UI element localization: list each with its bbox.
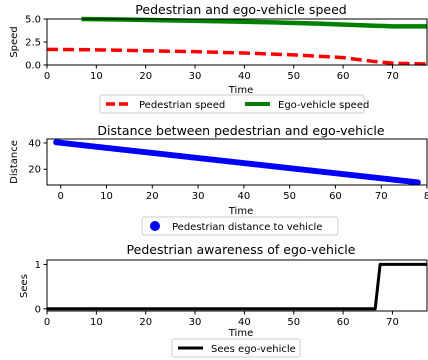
- x-tick-label: 0: [44, 71, 50, 82]
- x-tick-label: 50: [287, 317, 300, 328]
- x-tick-label: 10: [90, 71, 103, 82]
- speed-legend-box: [99, 94, 365, 114]
- y-tick-label: 40: [28, 138, 41, 149]
- x-tick-label: 70: [375, 191, 388, 202]
- ego-vehicle-speed-line: [81, 16, 427, 29]
- x-tick-label: 0: [44, 317, 50, 328]
- sees-ego-vehicle-line: [47, 262, 427, 311]
- y-tick-label: 0.0: [25, 61, 41, 72]
- x-tick-label: 10: [100, 191, 113, 202]
- distance-x-axis-label: Time: [228, 206, 253, 217]
- awareness-y-axis-label: Sees: [19, 274, 30, 298]
- speed-legend: Pedestrian speed Ego-vehicle speed: [99, 94, 369, 114]
- x-tick-label: 40: [238, 71, 251, 82]
- x-tick-label: 20: [146, 191, 159, 202]
- x-tick-label: 40: [238, 191, 251, 202]
- legend-sees-label: Sees ego-vehicle: [211, 344, 296, 355]
- speed-plot-area: 0 10 20 30 40 50 60 70 0.0 2.5 5.0: [25, 15, 428, 82]
- distance-chart-title: Distance between pedestrian and ego-vehi…: [97, 123, 384, 138]
- x-tick-label: 20: [139, 71, 152, 82]
- distance-legend-box: [141, 216, 339, 236]
- awareness-y-ticks: 01: [35, 260, 47, 315]
- legend-pedestrian-speed-label: Pedestrian speed: [139, 100, 225, 111]
- distance-legend: Pedestrian distance to vehicle: [141, 216, 339, 236]
- pedestrian-speed-line: [46, 47, 428, 66]
- speed-y-ticks: 0.0 2.5 5.0: [25, 15, 47, 72]
- x-tick-label: 20: [139, 317, 152, 328]
- x-tick-label: 60: [337, 71, 350, 82]
- x-tick-label: 10: [90, 317, 103, 328]
- awareness-legend-box: [171, 338, 301, 358]
- awareness-plot-area: 0 10 20 30 40 50 60 70 01: [35, 259, 428, 328]
- speed-chart: Pedestrian and ego-vehicle speed 0 10 20 30…: [9, 2, 428, 114]
- x-tick-label: 0: [58, 191, 64, 202]
- awareness-x-axis-label: Time: [228, 328, 253, 339]
- y-tick-label: 0: [35, 304, 41, 315]
- awareness-chart-title: Pedestrian awareness of ego-vehicle: [127, 242, 356, 257]
- x-tick-label: 40: [238, 317, 251, 328]
- x-tick-label: 70: [386, 71, 399, 82]
- x-tick-label: 8: [424, 191, 428, 202]
- distance-point: [414, 179, 421, 186]
- awareness-legend: Sees ego-vehicle: [171, 338, 301, 358]
- awareness-axes-frame: [46, 259, 428, 312]
- awareness-x-ticks: 0 10 20 30 40 50 60 70: [44, 311, 399, 328]
- x-tick-label: 50: [283, 191, 296, 202]
- speed-x-axis-label: Time: [228, 85, 253, 96]
- legend-ego-vehicle-speed-label: Ego-vehicle speed: [278, 100, 369, 111]
- distance-chart: Distance between pedestrian and ego-vehi…: [9, 123, 428, 236]
- y-tick-label: 5.0: [25, 15, 41, 26]
- x-tick-label: 30: [189, 317, 202, 328]
- speed-chart-title: Pedestrian and ego-vehicle speed: [135, 2, 346, 17]
- y-tick-label: 20: [28, 165, 41, 176]
- awareness-chart: Pedestrian awareness of ego-vehicle 0 10 2…: [19, 242, 428, 358]
- speed-y-axis-label: Speed: [9, 26, 20, 57]
- speed-series-layer: [46, 16, 428, 66]
- x-tick-label: 70: [386, 317, 399, 328]
- distance-x-ticks: 0 10 20 30 40 50 60 70 8: [58, 185, 428, 202]
- awareness-series-layer: [47, 262, 427, 311]
- y-tick-label: 2.5: [25, 38, 41, 49]
- x-tick-label: 60: [329, 191, 342, 202]
- distance-series: [53, 139, 421, 186]
- legend-distance-swatch: [150, 221, 160, 231]
- distance-axes-frame: [46, 138, 428, 186]
- x-tick-label: 30: [189, 71, 202, 82]
- x-tick-label: 60: [337, 317, 350, 328]
- x-tick-label: 50: [287, 71, 300, 82]
- legend-distance-label: Pedestrian distance to vehicle: [172, 222, 322, 233]
- x-tick-label: 30: [192, 191, 205, 202]
- speed-x-ticks: 0 10 20 30 40 50 60 70: [44, 65, 399, 82]
- distance-series-layer: [53, 139, 421, 186]
- distance-y-axis-label: Distance: [9, 140, 20, 184]
- y-tick-label: 1: [35, 260, 41, 271]
